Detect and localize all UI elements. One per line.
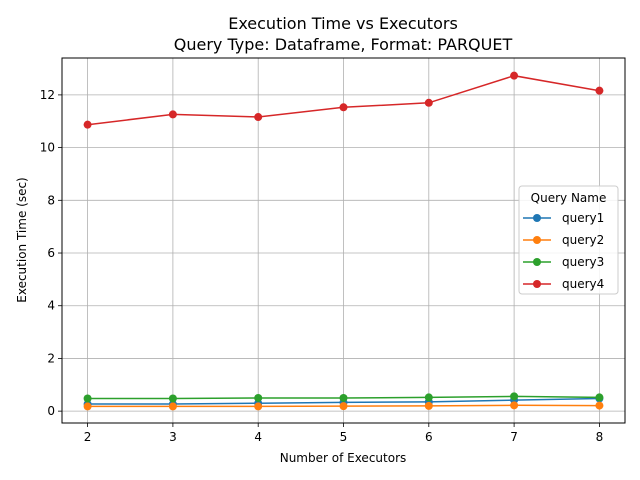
chart-title: Execution Time vs Executors: [228, 14, 458, 33]
y-axis-label: Execution Time (sec): [15, 177, 29, 302]
data-point-query4: [424, 98, 433, 107]
data-point-query4: [254, 113, 263, 122]
data-point-query4: [83, 120, 92, 129]
y-tick-label: 10: [40, 141, 55, 155]
data-point-query2: [595, 401, 604, 410]
x-tick-label: 3: [169, 430, 177, 444]
x-tick-label: 4: [254, 430, 262, 444]
legend-marker-query2: [533, 236, 541, 244]
x-tick-label: 5: [340, 430, 348, 444]
data-point-query2: [168, 402, 177, 411]
data-point-query3: [168, 394, 177, 403]
y-tick-label: 0: [47, 404, 55, 418]
legend-box: [518, 185, 619, 295]
series-group: [83, 71, 604, 411]
data-point-query2: [510, 401, 519, 410]
data-point-query4: [339, 103, 348, 112]
x-tick-label: 6: [425, 430, 433, 444]
legend-title: Query Name: [531, 191, 607, 205]
data-point-query3: [339, 393, 348, 402]
x-axis-label: Number of Executors: [280, 451, 407, 465]
data-point-query2: [424, 401, 433, 410]
y-tick-label: 8: [47, 193, 55, 207]
grid-lines: [62, 58, 625, 423]
data-point-query3: [83, 394, 92, 403]
y-tick-label: 6: [47, 246, 55, 260]
legend-items: query1 query2 query3 query4: [523, 211, 604, 291]
chart-subtitle: Query Type: Dataframe, Format: PARQUET: [174, 35, 513, 54]
data-point-query4: [168, 110, 177, 119]
data-point-query4: [595, 86, 604, 95]
x-tick-label: 8: [596, 430, 604, 444]
data-point-query3: [595, 393, 604, 402]
data-point-query3: [510, 392, 519, 401]
data-point-query2: [83, 402, 92, 411]
y-tick-label: 12: [40, 88, 55, 102]
legend: Query Name query1 query2 query3 query4: [518, 185, 619, 295]
x-tick-label: 2: [84, 430, 92, 444]
legend-marker-query4: [533, 280, 541, 288]
data-point-query2: [339, 402, 348, 411]
legend-marker-query3: [533, 258, 541, 266]
legend-label-query3: query3: [562, 255, 604, 269]
data-point-query3: [424, 393, 433, 402]
y-tick-label: 2: [47, 351, 55, 365]
legend-label-query2: query2: [562, 233, 604, 247]
data-point-query2: [254, 402, 263, 411]
data-point-query3: [254, 393, 263, 402]
x-tick-label: 7: [510, 430, 518, 444]
legend-label-query4: query4: [562, 277, 604, 291]
legend-label-query1: query1: [562, 211, 604, 225]
axis-ticks: 2 3 4 5 6 7 8 0 2 4 6 8 10 12: [40, 88, 604, 444]
y-tick-label: 4: [47, 299, 55, 313]
data-point-query4: [510, 71, 519, 80]
legend-marker-query1: [533, 214, 541, 222]
